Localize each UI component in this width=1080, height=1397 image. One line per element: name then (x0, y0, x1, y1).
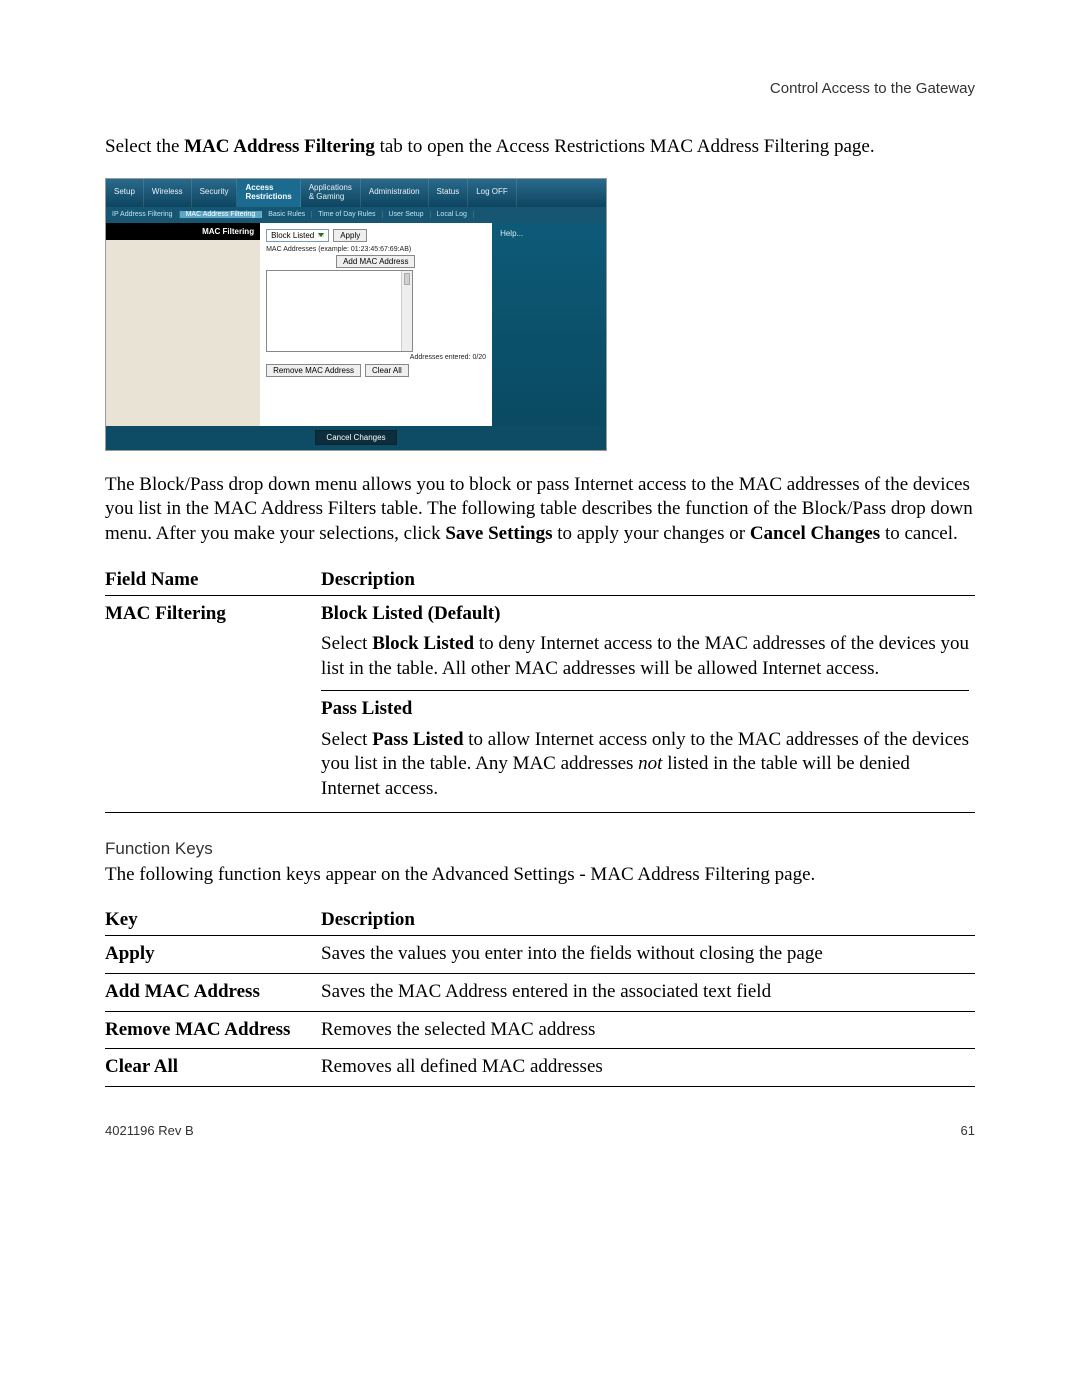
key-cell: Clear All (105, 1049, 321, 1087)
subtab-local-log[interactable]: Local Log (431, 211, 474, 218)
tab-status[interactable]: Status (429, 179, 469, 207)
col-header-field: Field Name (105, 565, 321, 596)
block-listed-heading: Block Listed (Default) (321, 602, 969, 627)
block-pass-dropdown[interactable]: Block Listed (266, 229, 329, 242)
text: to apply your changes or (552, 523, 749, 544)
text-bold: MAC Address Filtering (184, 136, 375, 157)
cancel-changes-button[interactable]: Cancel Changes (315, 430, 396, 445)
desc-cell: Saves the MAC Address entered in the ass… (321, 973, 975, 1011)
field-name-cell: MAC Filtering (105, 595, 321, 812)
help-link[interactable]: Help... (500, 229, 606, 238)
subtab-timeofday[interactable]: Time of Day Rules (312, 211, 382, 218)
table-row: Clear All Removes all defined MAC addres… (105, 1049, 975, 1087)
text-bold: Block Listed (372, 633, 474, 654)
tab-applications-gaming[interactable]: Applications & Gaming (301, 179, 361, 207)
tab-security[interactable]: Security (192, 179, 238, 207)
tab-wireless[interactable]: Wireless (144, 179, 192, 207)
text: Select the (105, 136, 184, 157)
table-row: Add MAC Address Saves the MAC Address en… (105, 973, 975, 1011)
field-description-table: Field Name Description MAC Filtering Blo… (105, 565, 975, 813)
text: tab to open the Access Restrictions MAC … (375, 136, 875, 157)
pass-listed-heading: Pass Listed (321, 697, 969, 722)
section-label: MAC Filtering (106, 223, 260, 240)
apply-button[interactable]: Apply (333, 229, 367, 242)
mac-address-listbox[interactable] (266, 270, 413, 352)
main-tabs: Setup Wireless Security Access Restricti… (106, 179, 606, 207)
clear-all-button[interactable]: Clear All (365, 364, 409, 377)
remove-mac-button[interactable]: Remove MAC Address (266, 364, 361, 377)
desc-cell: Removes all defined MAC addresses (321, 1049, 975, 1087)
desc-cell: Removes the selected MAC address (321, 1011, 975, 1049)
tab-administration[interactable]: Administration (361, 179, 429, 207)
text-bold: Cancel Changes (750, 523, 880, 544)
block-pass-paragraph: The Block/Pass drop down menu allows you… (105, 473, 975, 547)
tab-logoff[interactable]: Log OFF (468, 179, 517, 207)
tab-access-restrictions[interactable]: Access Restrictions (237, 179, 300, 207)
text-italic: not (638, 753, 662, 774)
key-cell: Add MAC Address (105, 973, 321, 1011)
add-mac-button[interactable]: Add MAC Address (336, 255, 415, 268)
col-header-desc: Description (321, 565, 975, 596)
subtab-basic-rules[interactable]: Basic Rules (262, 211, 312, 218)
table-row: Remove MAC Address Removes the selected … (105, 1011, 975, 1049)
text: to cancel. (880, 523, 958, 544)
subtab-mac-filtering[interactable]: MAC Address Filtering (180, 211, 263, 218)
subtab-user-setup[interactable]: User Setup (383, 211, 431, 218)
address-count: Addresses entered: 0/20 (266, 354, 486, 361)
chevron-down-icon (318, 233, 324, 237)
scrollbar[interactable] (401, 271, 412, 351)
page-footer: 4021196 Rev B 61 (105, 1123, 975, 1138)
function-keys-heading: Function Keys (105, 839, 975, 859)
function-keys-paragraph: The following function keys appear on th… (105, 863, 975, 888)
dropdown-value: Block Listed (271, 231, 314, 240)
text-bold: Pass Listed (372, 729, 463, 750)
table-row: Apply Saves the values you enter into th… (105, 936, 975, 974)
desc-cell: Saves the values you enter into the fiel… (321, 936, 975, 974)
footer-left: 4021196 Rev B (105, 1123, 194, 1138)
tab-setup[interactable]: Setup (106, 179, 144, 207)
footer-page-number: 61 (961, 1123, 975, 1138)
text: Select (321, 633, 372, 654)
page-header-section: Control Access to the Gateway (105, 80, 975, 97)
col-header-desc: Description (321, 905, 975, 936)
sub-tabs: IP Address Filtering MAC Address Filteri… (106, 207, 606, 223)
key-cell: Apply (105, 936, 321, 974)
field-desc-cell: Block Listed (Default) Select Block List… (321, 595, 975, 812)
key-cell: Remove MAC Address (105, 1011, 321, 1049)
text-bold: Save Settings (445, 523, 552, 544)
col-header-key: Key (105, 905, 321, 936)
text: Select (321, 729, 372, 750)
router-screenshot: Setup Wireless Security Access Restricti… (105, 178, 975, 451)
function-keys-table: Key Description Apply Saves the values y… (105, 905, 975, 1087)
subtab-ip-filtering[interactable]: IP Address Filtering (106, 211, 180, 218)
mac-hint-text: MAC Addresses (example: 01:23:45:67:69:A… (266, 246, 486, 253)
intro-paragraph: Select the MAC Address Filtering tab to … (105, 135, 975, 160)
